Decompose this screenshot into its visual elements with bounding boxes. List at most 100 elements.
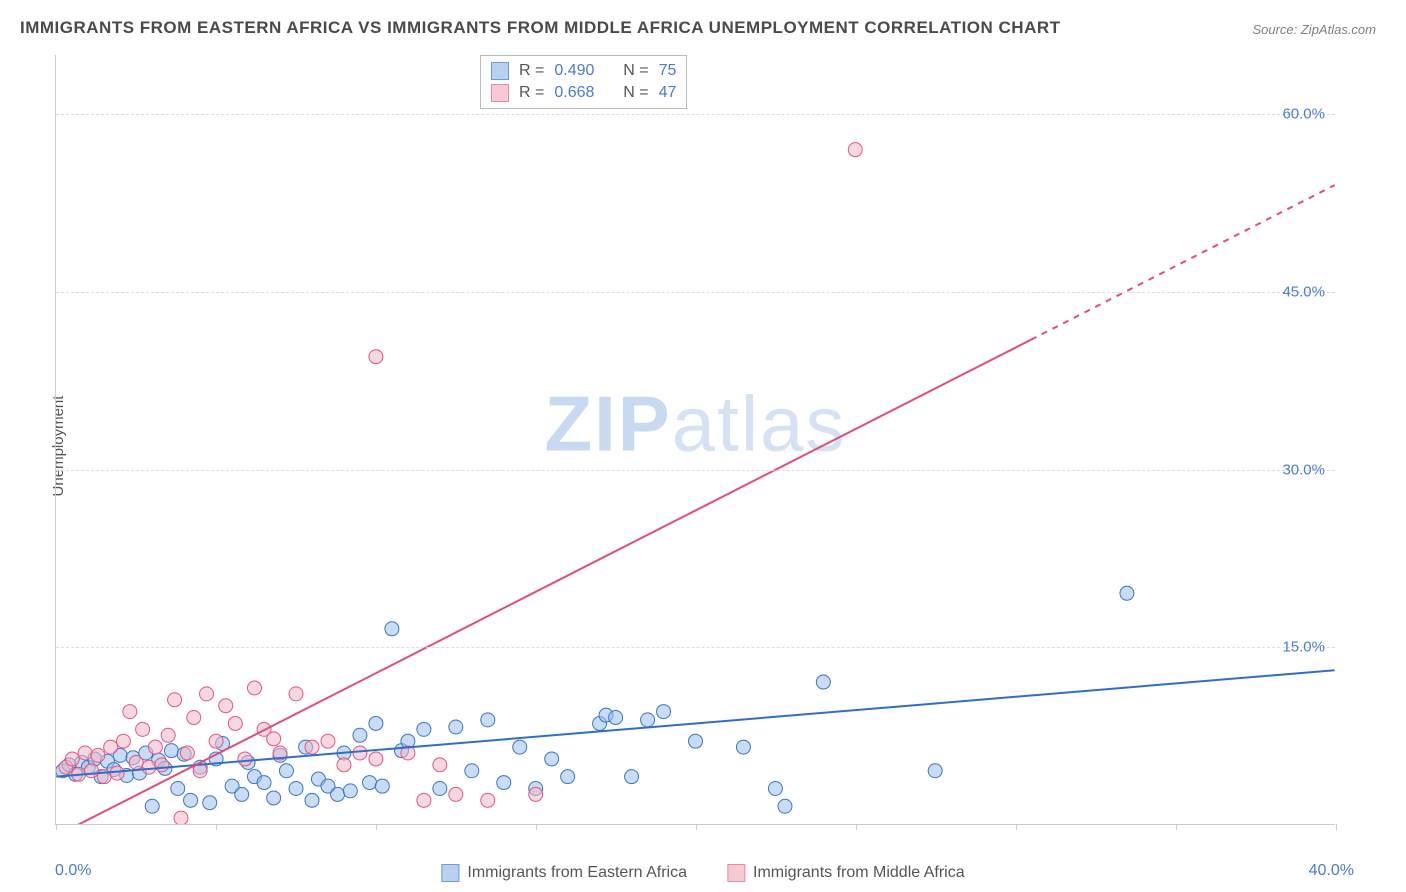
chart-source: Source: ZipAtlas.com [1252,22,1376,37]
scatter-point [449,787,463,801]
scatter-point [513,740,527,754]
gridline [56,292,1335,293]
trend-line-dashed [1031,185,1335,340]
scatter-point [289,782,303,796]
scatter-point [369,716,383,730]
y-tick-label: 15.0% [1282,639,1325,656]
scatter-point [433,782,447,796]
scatter-point [228,716,242,730]
chart-title: IMMIGRANTS FROM EASTERN AFRICA VS IMMIGR… [20,18,1061,38]
scatter-point [641,713,655,727]
scatter-point [164,744,178,758]
stats-row: R =0.490 N =75 [491,60,676,82]
scatter-point [353,746,367,760]
scatter-point [203,796,217,810]
scatter-point [481,793,495,807]
scatter-point [625,770,639,784]
scatter-point [385,622,399,636]
scatter-point [168,693,182,707]
scatter-point [337,758,351,772]
scatter-point [136,722,150,736]
gridline [56,647,1335,648]
scatter-point [161,728,175,742]
scatter-point [778,799,792,813]
scatter-point [238,752,252,766]
plot-svg [56,55,1335,824]
scatter-point [279,764,293,778]
x-tick [696,824,697,830]
scatter-point [145,799,159,813]
scatter-point [369,752,383,766]
legend-label: Immigrants from Eastern Africa [467,864,687,882]
scatter-point [321,734,335,748]
scatter-point [184,793,198,807]
x-tick [1176,824,1177,830]
scatter-point [123,705,137,719]
legend-item: Immigrants from Middle Africa [727,864,965,882]
scatter-point [353,728,367,742]
trend-line [56,340,1031,824]
scatter-point [417,793,431,807]
scatter-point [84,764,98,778]
scatter-point [209,734,223,748]
chart-container: IMMIGRANTS FROM EASTERN AFRICA VS IMMIGR… [0,0,1406,892]
scatter-point [375,779,389,793]
scatter-point [609,711,623,725]
scatter-point [110,766,124,780]
plot-area: ZIPatlas 15.0%30.0%45.0%60.0% [55,55,1335,825]
scatter-point [174,811,188,824]
scatter-point [305,793,319,807]
scatter-point [289,687,303,701]
scatter-point [148,740,162,754]
scatter-point [343,784,357,798]
scatter-point [816,675,830,689]
scatter-point [155,758,169,772]
x-axis-min-label: 0.0% [55,862,91,880]
legend-swatch [441,864,459,882]
legend-swatch [491,62,509,80]
scatter-point [928,764,942,778]
scatter-point [78,746,92,760]
scatter-point [305,740,319,754]
x-tick [856,824,857,830]
x-tick [376,824,377,830]
r-value: 0.490 [554,62,594,80]
y-tick-label: 45.0% [1282,283,1325,300]
scatter-point [481,713,495,727]
n-label: N = [623,84,648,102]
legend-label: Immigrants from Middle Africa [753,864,965,882]
legend-item: Immigrants from Eastern Africa [441,864,687,882]
r-value: 0.668 [554,84,594,102]
stats-row: R =0.668 N =47 [491,82,676,104]
gridline [56,114,1335,115]
scatter-point [417,722,431,736]
gridline [56,470,1335,471]
n-value: 75 [659,62,677,80]
y-tick-label: 60.0% [1282,106,1325,123]
scatter-point [235,787,249,801]
scatter-point [1120,586,1134,600]
scatter-point [267,732,281,746]
scatter-point [465,764,479,778]
scatter-point [116,734,130,748]
scatter-point [561,770,575,784]
scatter-point [257,776,271,790]
scatter-point [369,350,383,364]
scatter-point [129,755,143,769]
y-tick-label: 30.0% [1282,461,1325,478]
scatter-point [331,787,345,801]
scatter-point [180,746,194,760]
scatter-point [848,143,862,157]
scatter-point [529,787,543,801]
scatter-point [219,699,233,713]
x-tick [1336,824,1337,830]
scatter-point [736,740,750,754]
scatter-point [200,687,214,701]
scatter-point [689,734,703,748]
x-tick [1016,824,1017,830]
scatter-point [497,776,511,790]
scatter-point [657,705,671,719]
legend-swatch [491,84,509,102]
scatter-point [433,758,447,772]
legend-swatch [727,864,745,882]
